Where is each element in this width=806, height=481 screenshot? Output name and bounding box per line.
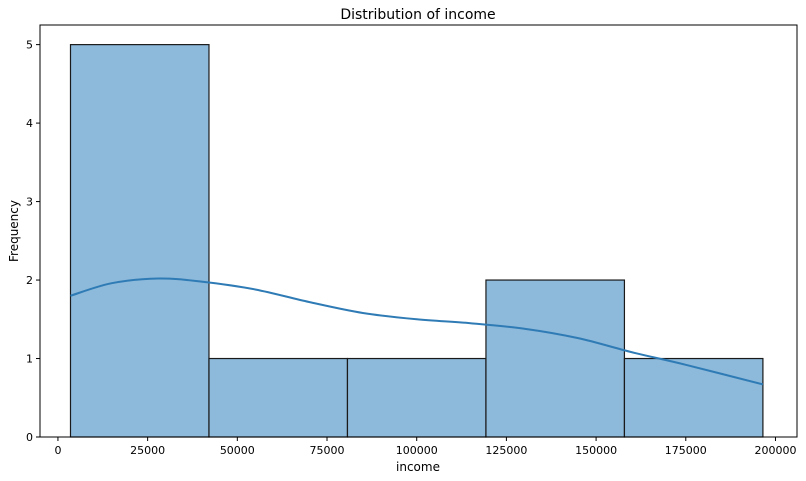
y-tick-label: 4 xyxy=(26,117,33,130)
histogram-bars xyxy=(69,44,764,438)
kde-curve xyxy=(70,277,764,386)
x-tick-label: 200000 xyxy=(754,444,796,457)
chart-title: Distribution of income xyxy=(340,7,495,23)
histogram-bar-5 xyxy=(623,357,764,438)
y-tick-label: 3 xyxy=(26,196,33,209)
x-tick-label: 25000 xyxy=(130,444,165,457)
y-tick-label: 5 xyxy=(26,39,33,52)
histogram-bar-4 xyxy=(485,279,626,438)
y-tick-label: 2 xyxy=(26,274,33,287)
x-tick-label: 100000 xyxy=(396,444,438,457)
x-tick-label: 125000 xyxy=(485,444,527,457)
x-axis-ticks: 0 25000 50000 75000 100000 125000 150000 175000… xyxy=(54,437,796,457)
histogram-bar-1 xyxy=(69,44,210,438)
y-tick-label: 0 xyxy=(26,431,33,444)
x-tick-label: 0 xyxy=(54,444,61,457)
y-tick-label: 1 xyxy=(26,353,33,366)
x-tick-label: 50000 xyxy=(220,444,255,457)
x-tick-label: 175000 xyxy=(665,444,707,457)
plot-frame xyxy=(39,24,798,438)
histogram-bar-2 xyxy=(208,357,349,438)
x-tick-label: 75000 xyxy=(310,444,345,457)
y-axis-label: Frequency xyxy=(7,200,21,262)
y-axis-ticks: 0 1 2 3 4 5 xyxy=(26,39,40,444)
x-tick-label: 150000 xyxy=(575,444,617,457)
x-axis-label: income xyxy=(396,460,440,474)
histogram-bar-3 xyxy=(346,357,487,438)
